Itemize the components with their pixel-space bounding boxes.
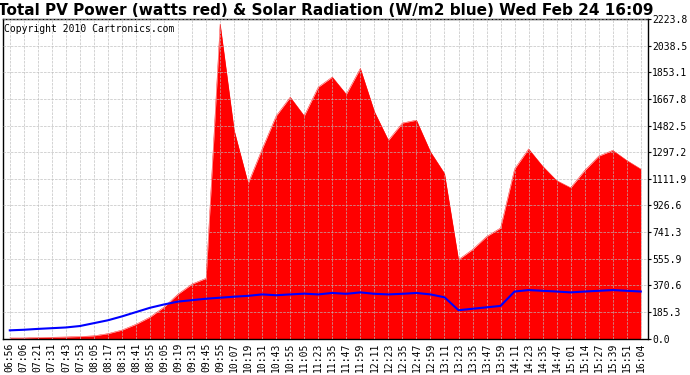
Title: Total PV Power (watts red) & Solar Radiation (W/m2 blue) Wed Feb 24 16:09: Total PV Power (watts red) & Solar Radia…	[0, 3, 653, 18]
Text: Copyright 2010 Cartronics.com: Copyright 2010 Cartronics.com	[4, 24, 175, 34]
